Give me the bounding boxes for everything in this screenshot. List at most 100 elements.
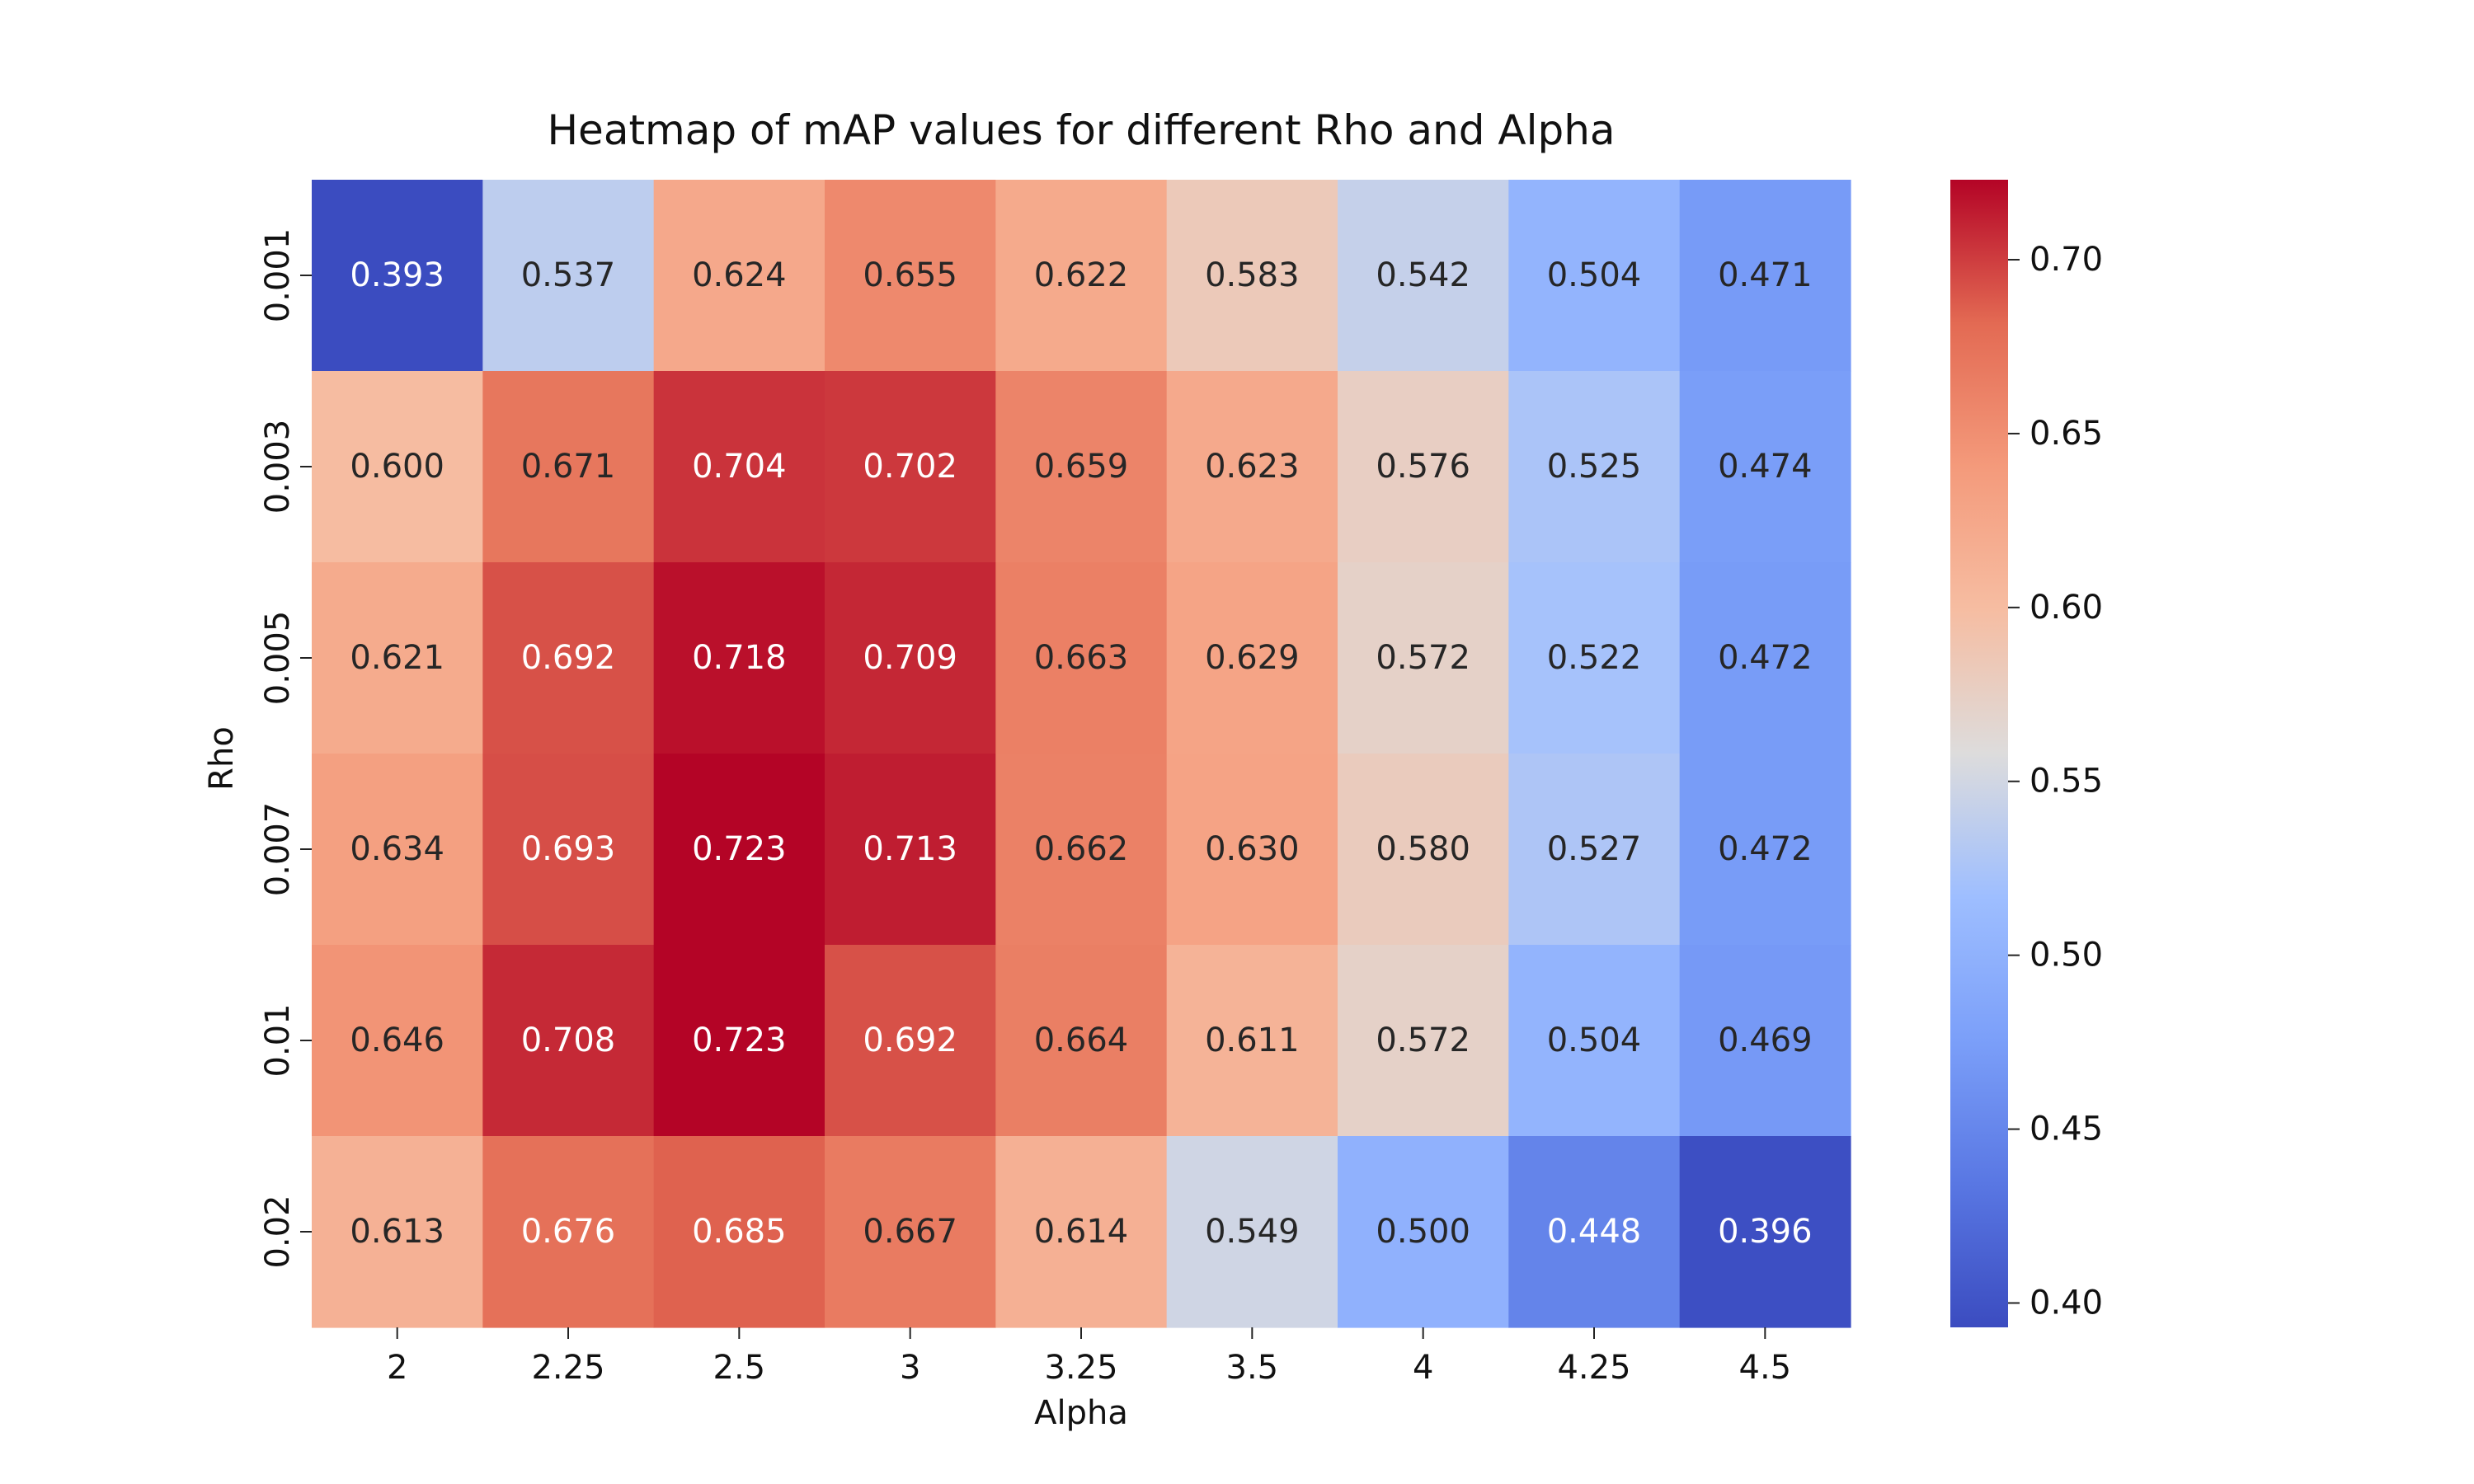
heatmap-cell-value: 0.613: [350, 1213, 444, 1251]
heatmap-cell: [1508, 1136, 1681, 1328]
heatmap-cell: [1679, 371, 1851, 563]
heatmap-cell-value: 0.500: [1376, 1213, 1470, 1251]
heatmap-cell-value: 0.572: [1376, 1021, 1470, 1059]
heatmap-cell-value: 0.549: [1205, 1213, 1300, 1251]
heatmap-cell: [1166, 180, 1338, 372]
heatmap-cell-value: 0.702: [863, 448, 957, 486]
heatmap-cell: [653, 754, 825, 946]
heatmap-cell: [825, 371, 996, 563]
heatmap-cell-value: 0.659: [1034, 448, 1129, 486]
heatmap-cells: [312, 180, 1851, 1328]
heatmap-cell: [312, 371, 483, 563]
heatmap-cell: [1166, 562, 1338, 754]
x-tick-label: 4: [1413, 1349, 1433, 1387]
heatmap-cell: [312, 945, 483, 1137]
y-tick-label: 0.007: [259, 802, 297, 897]
heatmap-cell-value: 0.522: [1547, 639, 1642, 677]
heatmap-cell-value: 0.629: [1205, 639, 1300, 677]
heatmap-cell: [1679, 754, 1851, 946]
heatmap-cell: [1508, 180, 1681, 372]
heatmap-cell-value: 0.472: [1718, 830, 1813, 868]
heatmap-cell: [653, 945, 825, 1137]
heatmap-cell-value: 0.621: [350, 639, 444, 677]
y-tick-label: 0.005: [259, 611, 297, 706]
colorbar: 0.40 0.45 0.50 0.55 0.60 0.65 0.70: [1950, 180, 2103, 1327]
heatmap-cell-value: 0.580: [1376, 830, 1470, 868]
y-tick-label: 0.001: [259, 228, 297, 323]
heatmap-cell: [825, 562, 996, 754]
heatmap-cell-value: 0.525: [1547, 448, 1642, 486]
heatmap-cell: [482, 945, 655, 1137]
heatmap-cell: [1166, 754, 1338, 946]
heatmap-cell: [995, 1136, 1168, 1328]
heatmap-cell-value: 0.718: [692, 639, 787, 677]
heatmap-cell-value: 0.646: [350, 1021, 444, 1059]
heatmap-cell: [995, 371, 1168, 563]
colorbar-gradient: [1950, 180, 2008, 1327]
heatmap-cell: [482, 371, 655, 563]
heatmap-cell: [482, 1136, 655, 1328]
heatmap-cell: [312, 754, 483, 946]
heatmap-cell: [653, 371, 825, 563]
x-tick-label: 2: [387, 1349, 407, 1387]
x-tick-label: 3: [900, 1349, 920, 1387]
heatmap-cell-value: 0.572: [1376, 639, 1470, 677]
heatmap-cell-value: 0.723: [692, 1021, 787, 1059]
heatmap-cell-value: 0.662: [1034, 830, 1129, 868]
heatmap-cell: [825, 945, 996, 1137]
heatmap-cell: [1338, 562, 1509, 754]
heatmap-cell-value: 0.576: [1376, 448, 1470, 486]
heatmap-cell: [1166, 1136, 1338, 1328]
colorbar-tick-label: 0.70: [2030, 241, 2103, 279]
heatmap-cell: [1338, 945, 1509, 1137]
heatmap-cell-value: 0.504: [1547, 256, 1642, 294]
heatmap-cell: [1166, 945, 1338, 1137]
y-axis-ticks: 0.001 0.003 0.005 0.007 0.01 0.02: [259, 228, 312, 1269]
heatmap-cell: [312, 562, 483, 754]
heatmap-cell-value: 0.709: [863, 639, 957, 677]
heatmap-cell: [1338, 754, 1509, 946]
heatmap-cell-value: 0.600: [350, 448, 444, 486]
colorbar-tick-label: 0.65: [2030, 415, 2103, 453]
heatmap-cell: [1338, 180, 1509, 372]
heatmap-cell: [1338, 371, 1509, 563]
heatmap-cell-value: 0.448: [1547, 1213, 1642, 1251]
x-axis-label: Alpha: [1034, 1394, 1128, 1432]
heatmap-cell: [482, 180, 655, 372]
heatmap-cell-value: 0.723: [692, 830, 787, 868]
x-tick-label: 3.5: [1226, 1349, 1279, 1387]
heatmap-cell: [482, 562, 655, 754]
x-tick-label: 2.5: [713, 1349, 766, 1387]
heatmap-cell: [653, 562, 825, 754]
colorbar-tick-label: 0.50: [2030, 937, 2103, 974]
heatmap-cell: [825, 754, 996, 946]
chart-title: Heatmap of mAP values for different Rho …: [547, 106, 1615, 154]
heatmap-cell-value: 0.708: [521, 1021, 616, 1059]
heatmap-cell-value: 0.504: [1547, 1021, 1642, 1059]
y-tick-label: 0.003: [259, 420, 297, 514]
x-tick-label: 2.25: [531, 1349, 604, 1387]
heatmap-cell: [1679, 945, 1851, 1137]
heatmap-cell-value: 0.676: [521, 1213, 616, 1251]
heatmap-cell: [653, 180, 825, 372]
heatmap-cell-value: 0.471: [1718, 256, 1813, 294]
heatmap-cell-value: 0.704: [692, 448, 787, 486]
heatmap-cell: [1508, 754, 1681, 946]
heatmap-cell: [995, 180, 1168, 372]
heatmap-cell: [1508, 562, 1681, 754]
colorbar-ticks: 0.40 0.45 0.50 0.55 0.60 0.65 0.70: [2008, 241, 2103, 1322]
heatmap-cell: [312, 1136, 483, 1328]
colorbar-tick-label: 0.45: [2030, 1111, 2103, 1148]
heatmap-cell-value: 0.583: [1205, 256, 1300, 294]
heatmap-cell-value: 0.693: [521, 830, 616, 868]
heatmap-cell-value: 0.663: [1034, 639, 1129, 677]
y-axis-label: Rho: [203, 726, 241, 791]
y-tick-label: 0.01: [259, 1003, 297, 1077]
x-tick-label: 3.25: [1044, 1349, 1117, 1387]
heatmap-cell-value: 0.622: [1034, 256, 1129, 294]
heatmap-cell-value: 0.396: [1718, 1213, 1813, 1251]
colorbar-tick-label: 0.60: [2030, 589, 2103, 627]
heatmap-cell-value: 0.655: [863, 256, 957, 294]
heatmap-cell-value: 0.623: [1205, 448, 1300, 486]
heatmap-cell: [995, 754, 1168, 946]
